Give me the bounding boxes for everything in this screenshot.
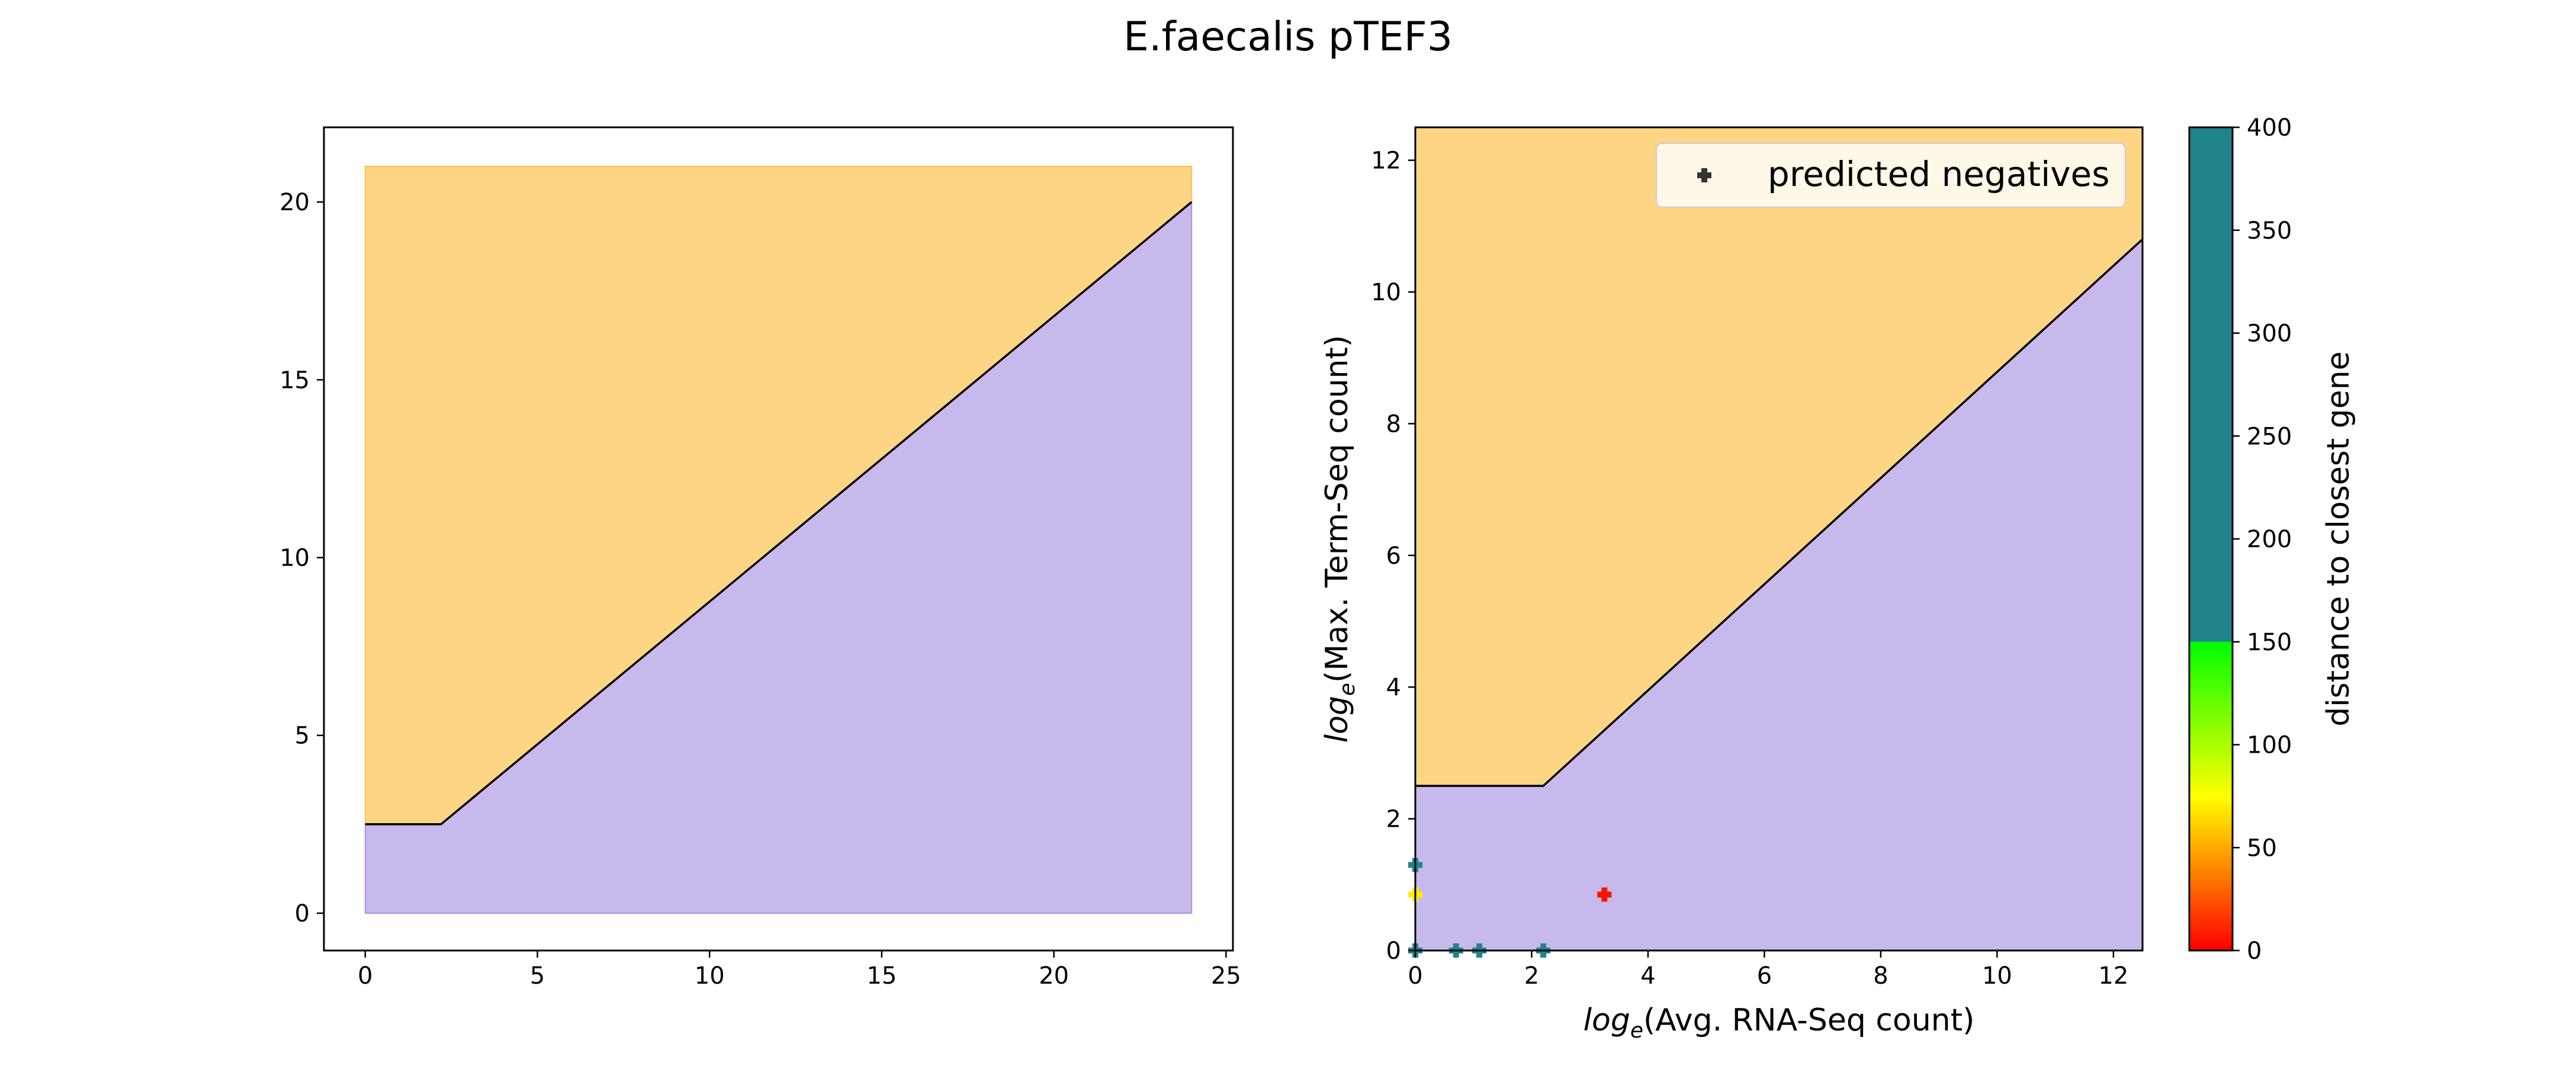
legend-box (1656, 143, 2126, 208)
colorbar-tick-label-6: 300 (2247, 320, 2292, 348)
left-xtick-label-2: 10 (695, 962, 725, 990)
left-xtick-label-3: 15 (866, 962, 897, 990)
left-ytick-label-2: 10 (280, 545, 310, 572)
left-ytick-label-4: 20 (280, 189, 310, 216)
x-label-sub: e (1630, 1019, 1643, 1043)
right-axes-frame (1414, 126, 2144, 952)
colorbar-tick-label-7: 350 (2247, 217, 2292, 245)
x-label-rest: (Avg. RNA-Seq count) (1643, 1003, 1974, 1038)
point-marker (1597, 887, 1612, 902)
colorbar-tick-label-8: 400 (2247, 114, 2292, 142)
right-xtick-label-0: 0 (1408, 962, 1422, 990)
right-xtick-label-6: 12 (2098, 962, 2128, 990)
colorbar-tick-label-2: 100 (2247, 732, 2292, 759)
left-xtick-label-0: 0 (358, 962, 372, 990)
colorbar-tick-label-0: 0 (2247, 937, 2262, 965)
x-label-log: log (1583, 1003, 1630, 1038)
right-boundary-line (1415, 238, 2144, 787)
colorbar-label: distance to closest gene (2321, 351, 2356, 727)
right-x-axis-label: loge(Avg. RNA-Seq count) (1583, 1003, 1975, 1043)
y-label-sub: e (1335, 683, 1360, 696)
left-chart: 0 5 10 15 20 25 0 5 10 15 20 (280, 126, 1241, 990)
colorbar-gradient (2188, 126, 2234, 952)
left-xtick-label-4: 20 (1039, 962, 1069, 990)
right-ytick-label-0: 0 (1386, 937, 1401, 965)
left-xtick-label-5: 25 (1211, 962, 1241, 990)
right-xtick-label-2: 4 (1640, 962, 1655, 990)
left-boundary-line (365, 201, 1193, 826)
right-xtick-label-5: 10 (1982, 962, 2012, 990)
figure-title: E.faecalis pTEF3 (1123, 14, 1453, 60)
y-label-rest: (Max. Term-Seq count) (1319, 335, 1355, 683)
left-ytick-label-1: 5 (295, 723, 310, 750)
left-ytick-label-3: 15 (280, 367, 310, 394)
left-ytick-label-0: 0 (295, 900, 310, 927)
left-axes-frame (323, 126, 1234, 952)
legend-marker-icon (1697, 168, 1711, 182)
left-xtick-label-1: 5 (530, 962, 545, 990)
right-ytick-label-4: 8 (1386, 410, 1401, 438)
right-xtick-label-1: 2 (1524, 962, 1539, 990)
right-ytick-label-2: 4 (1386, 674, 1401, 701)
colorbar-tick-label-1: 50 (2247, 834, 2277, 862)
legend-label: predicted negatives (1768, 154, 2109, 194)
colorbar-tick-label-5: 250 (2247, 423, 2292, 450)
right-xtick-label-4: 8 (1873, 962, 1888, 990)
colorbar-tick-label-3: 150 (2247, 629, 2292, 656)
right-ytick-label-5: 10 (1371, 279, 1401, 306)
y-label-log: log (1319, 696, 1355, 743)
right-ytick-label-1: 2 (1386, 806, 1401, 833)
right-point-0-6 (1597, 887, 1612, 902)
legend: predicted negatives (1656, 143, 2126, 208)
right-ytick-label-6: 12 (1371, 147, 1401, 175)
right-y-axis-label: loge(Max. Term-Seq count) (1319, 335, 1360, 743)
right-ytick-label-3: 6 (1386, 542, 1401, 570)
colorbar: 0 50 100 150 200 250 300 350 400 distance to clos… (2188, 114, 2356, 965)
colorbar-tick-label-4: 200 (2247, 526, 2292, 553)
right-xtick-label-3: 6 (1757, 962, 1772, 990)
